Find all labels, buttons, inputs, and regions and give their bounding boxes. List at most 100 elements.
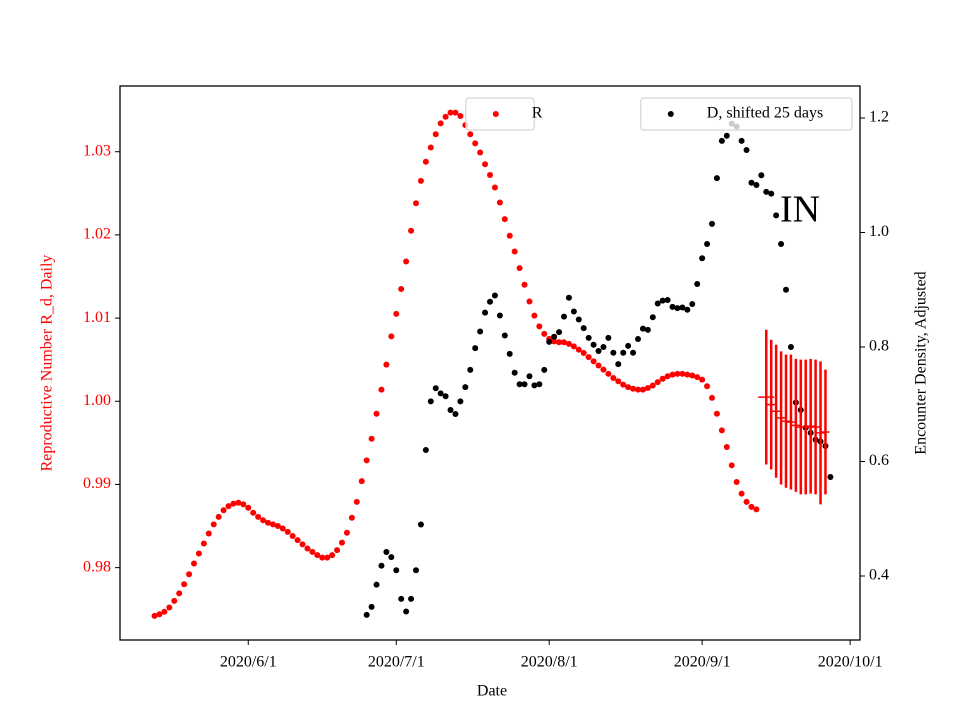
point — [713, 175, 720, 182]
point — [738, 137, 745, 144]
point — [279, 525, 286, 532]
point — [413, 200, 419, 207]
point — [215, 513, 222, 520]
point — [669, 303, 676, 310]
point — [329, 552, 336, 559]
point — [590, 341, 597, 348]
point — [570, 343, 577, 350]
point — [575, 316, 582, 323]
point — [610, 349, 617, 356]
point — [408, 227, 415, 234]
point — [417, 521, 424, 528]
point — [565, 294, 572, 301]
point — [758, 172, 765, 179]
x-tick-label: 2020/8/1 — [521, 654, 578, 671]
point — [432, 385, 439, 392]
point — [684, 371, 691, 378]
point — [171, 597, 178, 604]
point — [240, 501, 247, 508]
point — [575, 346, 582, 353]
point — [457, 112, 464, 119]
point — [378, 386, 385, 393]
y2-tick-label: 1.0 — [869, 223, 889, 240]
point — [496, 199, 503, 206]
point — [723, 132, 730, 139]
point — [639, 325, 646, 332]
point — [605, 370, 612, 377]
point — [580, 325, 587, 332]
x-tick-label: 2020/7/1 — [368, 654, 425, 671]
point — [427, 398, 434, 405]
point — [620, 381, 627, 388]
point — [674, 305, 681, 312]
point — [151, 612, 158, 619]
point — [363, 457, 370, 464]
point — [487, 298, 493, 305]
point — [748, 179, 755, 186]
point — [393, 310, 400, 317]
point — [630, 349, 637, 356]
point — [679, 304, 686, 311]
point — [388, 333, 395, 340]
point — [718, 137, 725, 144]
point — [314, 552, 321, 559]
point — [378, 562, 385, 569]
point — [689, 301, 696, 308]
y2-tick-label: 0.8 — [869, 338, 889, 355]
point — [713, 410, 720, 417]
point — [531, 382, 538, 389]
point — [284, 528, 291, 535]
point — [625, 384, 632, 391]
point — [635, 335, 641, 342]
point — [615, 378, 622, 385]
point — [694, 374, 701, 381]
point — [639, 386, 646, 393]
x-tick-label: 2020/9/1 — [674, 654, 731, 671]
point — [235, 499, 242, 506]
plot-frame — [119, 85, 861, 641]
point — [491, 184, 498, 191]
point — [452, 410, 459, 417]
point — [482, 161, 489, 168]
point — [753, 181, 760, 188]
point — [403, 258, 410, 265]
point — [200, 540, 207, 547]
point — [704, 383, 711, 390]
point — [783, 286, 789, 293]
point — [309, 548, 316, 555]
point — [368, 603, 375, 610]
point — [289, 533, 296, 540]
point — [220, 507, 227, 514]
point — [447, 109, 454, 116]
point — [383, 548, 390, 555]
point — [269, 521, 276, 528]
point — [393, 567, 400, 574]
point — [339, 539, 345, 546]
point — [156, 611, 163, 618]
point — [763, 188, 770, 195]
point — [265, 519, 271, 526]
point — [437, 390, 444, 397]
point — [487, 172, 493, 179]
point — [699, 376, 706, 383]
point — [225, 503, 232, 510]
point — [501, 216, 508, 223]
point — [546, 338, 553, 345]
point — [299, 541, 306, 548]
point — [595, 348, 602, 355]
x-axis-label: Date — [477, 683, 507, 700]
point — [585, 354, 592, 361]
x-tick-label: 2020/10/1 — [818, 654, 883, 671]
point — [654, 300, 661, 307]
y2-tick-label: 0.4 — [869, 567, 889, 584]
point — [373, 410, 380, 417]
point — [472, 345, 479, 352]
point — [324, 554, 331, 561]
y2-tick-label: 1.2 — [869, 109, 889, 126]
legend-marker — [667, 111, 674, 117]
legend-label: D, shifted 25 days — [707, 105, 823, 122]
y-tick-label: 1.01 — [83, 309, 111, 326]
point — [551, 333, 558, 340]
point — [447, 406, 454, 413]
point — [260, 517, 267, 524]
